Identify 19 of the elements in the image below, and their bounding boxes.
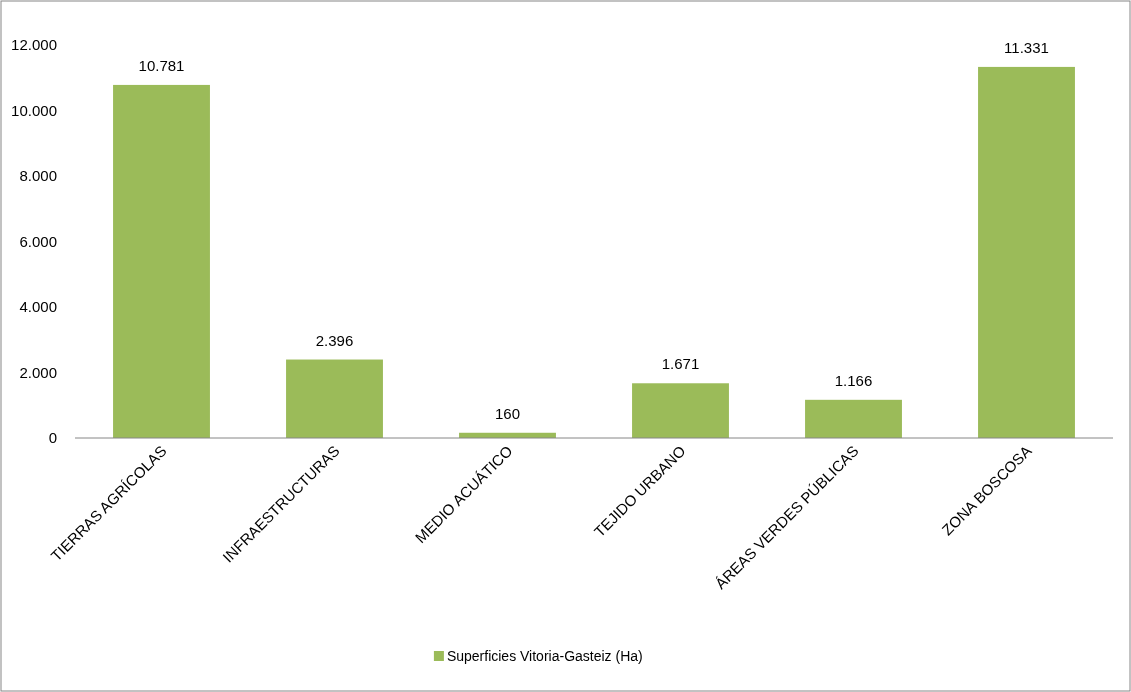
- y-tick-label: 8.000: [19, 167, 57, 185]
- bar: [632, 383, 729, 438]
- y-tick-label: 2.000: [19, 363, 57, 381]
- y-tick-label: 6.000: [19, 232, 57, 250]
- data-label: 11.331: [1004, 38, 1049, 56]
- legend-label: Superficies Vitoria-Gasteiz (Ha): [446, 647, 643, 664]
- data-label: 1.671: [661, 355, 700, 373]
- y-tick-label: 12.000: [11, 36, 57, 54]
- data-label: 160: [494, 404, 521, 422]
- bar: [286, 359, 383, 438]
- y-tick-label: 4.000: [19, 298, 57, 316]
- y-tick-label: 0: [48, 429, 57, 447]
- data-label: 1.166: [834, 371, 873, 389]
- bar: [113, 84, 210, 438]
- y-tick-label: 10.000: [11, 101, 57, 119]
- data-label: 2.396: [315, 331, 354, 349]
- bar: [978, 66, 1075, 438]
- data-label: 10.781: [138, 56, 185, 74]
- bar: [805, 399, 902, 438]
